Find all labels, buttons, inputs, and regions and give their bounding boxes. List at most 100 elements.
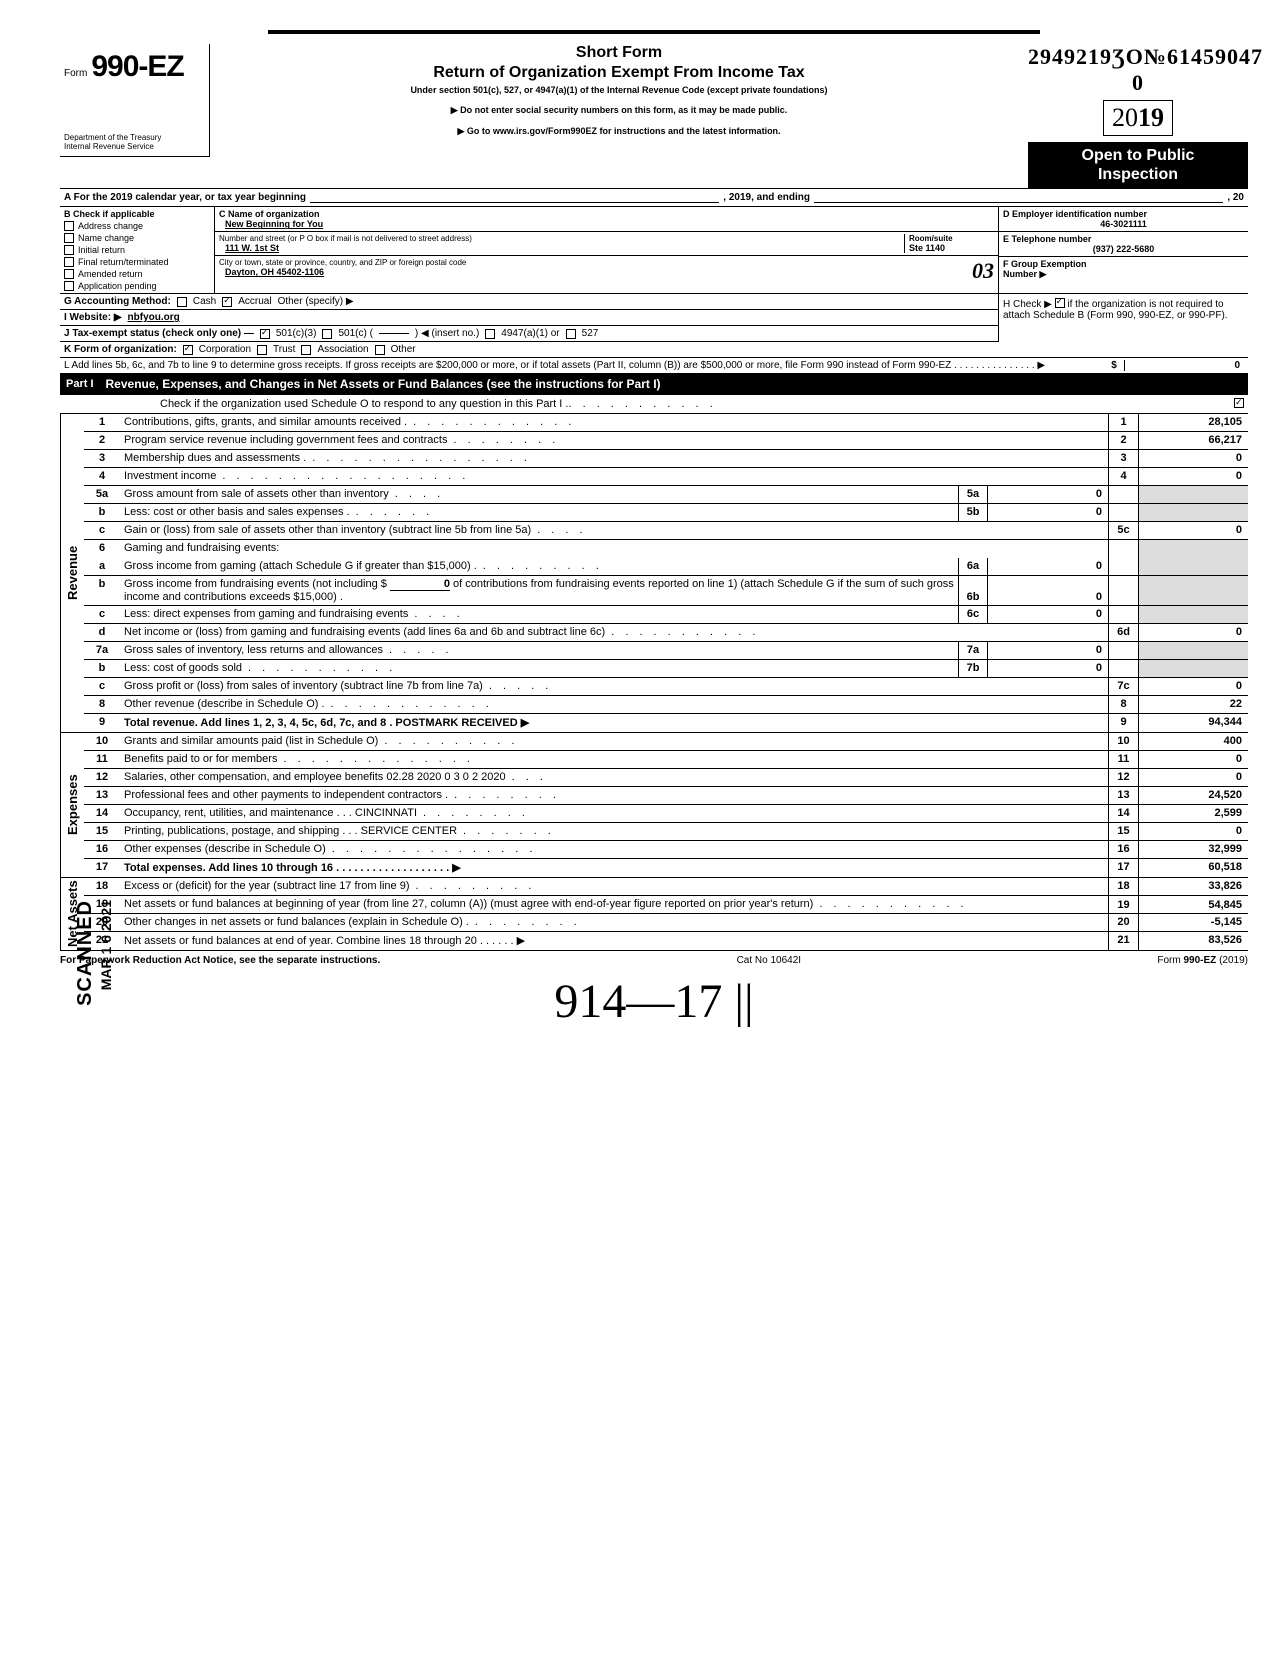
signature-mark: 914—17 || xyxy=(60,974,1248,1029)
revenue-section: Revenue 1Contributions, gifts, grants, a… xyxy=(60,414,1248,733)
l18-amt: 33,826 xyxy=(1138,878,1248,895)
l7c-desc: Gross profit or (loss) from sales of inv… xyxy=(124,680,483,693)
l18-num: 18 xyxy=(1108,878,1138,895)
h-lead: H Check ▶ xyxy=(1003,299,1052,310)
k-b: Trust xyxy=(273,344,295,355)
form-number: 990-EZ xyxy=(91,50,183,84)
chk-assoc[interactable] xyxy=(301,345,311,355)
subtitle: Under section 501(c), 527, or 4947(a)(1)… xyxy=(220,85,1018,95)
chk-corp[interactable] xyxy=(183,345,193,355)
chk-501c[interactable] xyxy=(322,329,332,339)
l8-desc: Other revenue (describe in Schedule O) . xyxy=(124,698,325,711)
row-i: I Website: ▶ nbfyou.org xyxy=(60,310,998,326)
l7b-in: 7b xyxy=(958,660,988,677)
l3-desc: Membership dues and assessments . xyxy=(124,452,306,465)
l3-amt: 0 xyxy=(1138,450,1248,467)
l9-desc: Total revenue. Add lines 1, 2, 3, 4, 5c,… xyxy=(124,716,529,730)
j-lead: J Tax-exempt status (check only one) — xyxy=(64,328,254,339)
footer: For Paperwork Reduction Act Notice, see … xyxy=(60,955,1248,966)
l13-desc: Professional fees and other payments to … xyxy=(124,789,448,802)
l5b-desc: Less: cost or other basis and sales expe… xyxy=(124,506,350,519)
l7b-desc: Less: cost of goods sold xyxy=(124,662,242,675)
chk-h[interactable] xyxy=(1055,298,1065,308)
l12-desc: Salaries, other compensation, and employ… xyxy=(124,771,506,784)
l20-amt: -5,145 xyxy=(1138,914,1248,931)
j-a: 501(c)(3) xyxy=(276,328,317,339)
chk-527[interactable] xyxy=(566,329,576,339)
l16-amt: 32,999 xyxy=(1138,841,1248,858)
l14-num: 14 xyxy=(1108,805,1138,822)
l6c-desc: Less: direct expenses from gaming and fu… xyxy=(124,608,408,621)
l15-amt: 0 xyxy=(1138,823,1248,840)
l4-desc: Investment income xyxy=(124,470,216,483)
chk-trust[interactable] xyxy=(257,345,267,355)
opt-name: Name change xyxy=(78,233,134,243)
form-id-block: Form 990-EZ Department of the Treasury I… xyxy=(60,44,210,157)
chk-name-change[interactable] xyxy=(64,233,74,243)
l6a-ia: 0 xyxy=(988,558,1108,575)
ein-value: 46-3021111 xyxy=(1003,219,1244,229)
ein-label: D Employer identification number xyxy=(1003,209,1244,219)
j-d: 4947(a)(1) or xyxy=(501,328,559,339)
short-form-label: Short Form xyxy=(220,44,1018,62)
l14-desc: Occupancy, rent, utilities, and maintena… xyxy=(124,807,417,820)
chk-cash[interactable] xyxy=(177,297,187,307)
l6b-ia: 0 xyxy=(988,576,1108,605)
l5a-ia: 0 xyxy=(988,486,1108,503)
instruction-1: ▶ Do not enter social security numbers o… xyxy=(220,105,1018,116)
l6a-desc: Gross income from gaming (attach Schedul… xyxy=(124,560,477,573)
city-value: Dayton, OH 45402-1106 xyxy=(219,267,934,277)
j-b: 501(c) ( xyxy=(338,328,372,339)
chk-501c3[interactable] xyxy=(260,329,270,339)
opt-final: Final return/terminated xyxy=(78,257,169,267)
l17-desc: Total expenses. Add lines 10 through 16 … xyxy=(124,861,461,875)
l5b-ia: 0 xyxy=(988,504,1108,521)
chk-amended[interactable] xyxy=(64,269,74,279)
l1-desc: Contributions, gifts, grants, and simila… xyxy=(124,416,407,429)
k-c: Association xyxy=(317,344,368,355)
chk-initial[interactable] xyxy=(64,245,74,255)
l2-desc: Program service revenue including govern… xyxy=(124,434,447,447)
l17-amt: 60,518 xyxy=(1138,859,1248,877)
l19-num: 19 xyxy=(1108,896,1138,913)
org-name: New Beginning for You xyxy=(219,219,994,229)
l-amount: 0 xyxy=(1124,360,1244,371)
phone-label: E Telephone number xyxy=(1003,234,1244,244)
l11-amt: 0 xyxy=(1138,751,1248,768)
l5a-in: 5a xyxy=(958,486,988,503)
chk-accrual[interactable] xyxy=(222,297,232,307)
open-to-public: Open to Public Inspection xyxy=(1028,142,1248,188)
check-o-text: Check if the organization used Schedule … xyxy=(160,398,568,410)
row-j: J Tax-exempt status (check only one) — 5… xyxy=(60,326,998,342)
l6c-in: 6c xyxy=(958,606,988,623)
row-a: A For the 2019 calendar year, or tax yea… xyxy=(60,188,1248,207)
chk-pending[interactable] xyxy=(64,281,74,291)
suite-label: Room/suite xyxy=(909,234,994,243)
l15-desc: Printing, publications, postage, and shi… xyxy=(124,825,457,838)
suite-value: Ste 1140 xyxy=(909,243,994,253)
center-title: Short Form Return of Organization Exempt… xyxy=(220,44,1018,137)
l19-amt: 54,845 xyxy=(1138,896,1248,913)
chk-other-org[interactable] xyxy=(375,345,385,355)
main-title: Return of Organization Exempt From Incom… xyxy=(220,64,1018,82)
k-d: Other xyxy=(391,344,416,355)
l16-num: 16 xyxy=(1108,841,1138,858)
l9-amt: 94,344 xyxy=(1138,714,1248,732)
i-lead: I Website: ▶ xyxy=(64,312,122,323)
g-accrual: Accrual xyxy=(238,296,271,307)
l5c-num: 5c xyxy=(1108,522,1138,539)
chk-4947[interactable] xyxy=(485,329,495,339)
l2-amt: 66,217 xyxy=(1138,432,1248,449)
top-rule xyxy=(268,30,1040,34)
l11-num: 11 xyxy=(1108,751,1138,768)
chk-schedule-o[interactable] xyxy=(1234,398,1244,408)
l6d-desc: Net income or (loss) from gaming and fun… xyxy=(124,626,605,639)
l14-amt: 2,599 xyxy=(1138,805,1248,822)
chk-address-change[interactable] xyxy=(64,221,74,231)
l10-desc: Grants and similar amounts paid (list in… xyxy=(124,735,378,748)
l6a-in: 6a xyxy=(958,558,988,575)
l5a-desc: Gross amount from sale of assets other t… xyxy=(124,488,389,501)
group-exempt-label: F Group Exemption Number ▶ xyxy=(1003,259,1244,280)
l19-desc: Net assets or fund balances at beginning… xyxy=(124,898,813,911)
chk-final[interactable] xyxy=(64,257,74,267)
